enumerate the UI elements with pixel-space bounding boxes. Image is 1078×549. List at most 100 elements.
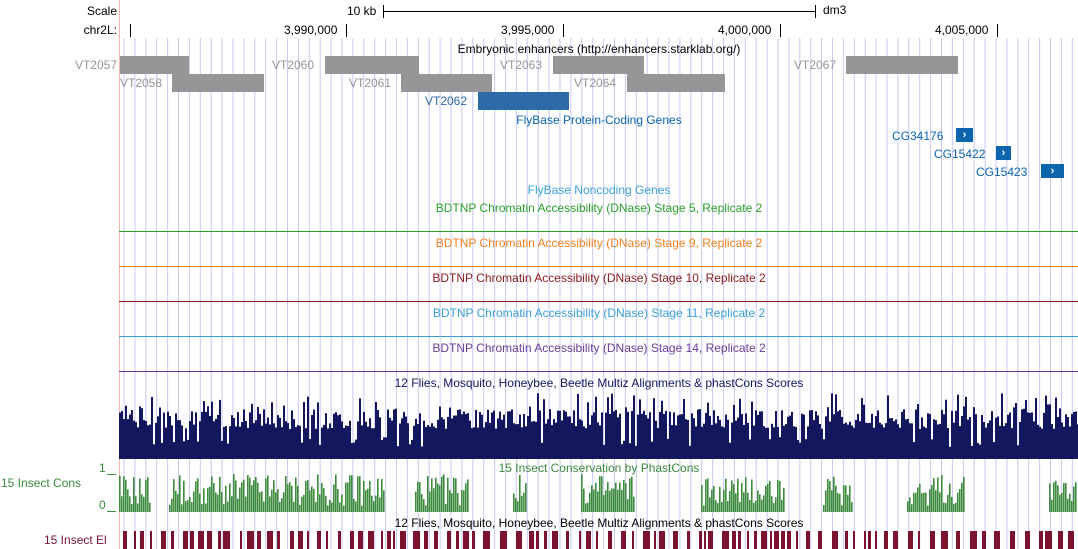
- phastcons-bar: [633, 496, 635, 512]
- phastcons-bar: [959, 489, 961, 512]
- multiz-bar: [945, 399, 947, 459]
- multiz-bar: [441, 417, 443, 459]
- enhancer-label[interactable]: VT2062: [425, 94, 468, 108]
- enhancer-label[interactable]: VT2064: [574, 76, 617, 90]
- gene-strand-arrow-icon[interactable]: ›: [996, 146, 1011, 160]
- enhancer-feature[interactable]: [172, 74, 264, 92]
- multiz-bar: [1021, 409, 1023, 459]
- phastcons-bar: [175, 490, 177, 512]
- gene-label[interactable]: CG15422: [934, 147, 986, 161]
- multiz-bar: [971, 445, 973, 459]
- multiz-bar: [455, 415, 457, 459]
- conserved-element: [632, 531, 634, 549]
- phastcons-bar: [415, 491, 417, 512]
- conserved-element: [781, 531, 785, 549]
- phastcons-bar: [823, 505, 825, 512]
- multiz-bar: [857, 413, 859, 459]
- dnase-track-title[interactable]: BDTNP Chromatin Accessibility (DNase) St…: [435, 201, 763, 215]
- conserved-element: [338, 531, 341, 549]
- phastcons-bar: [945, 503, 947, 512]
- conserved-elements-track[interactable]: [119, 531, 1078, 549]
- phastcons-bar: [583, 488, 585, 512]
- gene-strand-arrow-icon[interactable]: ›: [956, 128, 973, 142]
- phastcons-bar: [299, 505, 301, 512]
- multiz-bar: [713, 410, 715, 459]
- phastcons-bar: [611, 488, 613, 512]
- enhancer-label[interactable]: VT2060: [272, 58, 315, 72]
- phastcons-bar: [719, 486, 721, 512]
- multiz-bar: [969, 417, 971, 459]
- enhancer-label[interactable]: VT2058: [120, 76, 163, 90]
- phastcons-bar: [263, 501, 265, 512]
- phastcons-bar: [223, 504, 225, 512]
- multiz-bar: [801, 413, 803, 459]
- phastcons-bar: [189, 497, 191, 512]
- flybase-noncoding-track-title[interactable]: FlyBase Noncoding Genes: [527, 183, 671, 197]
- enhancer-feature[interactable]: [846, 56, 958, 74]
- dnase-signal-line[interactable]: [119, 371, 1078, 372]
- dnase-signal-line[interactable]: [119, 266, 1078, 267]
- phastcons-bar: [845, 485, 847, 512]
- phastcons-bar: [233, 474, 235, 512]
- phastcons-bar: [437, 483, 439, 512]
- enhancer-label[interactable]: VT2067: [794, 58, 837, 72]
- multiz-bar: [775, 411, 777, 459]
- elements-track-title[interactable]: 12 Flies, Mosquito, Honeybee, Beetle Mul…: [394, 516, 804, 530]
- gene-label[interactable]: CG34176: [892, 129, 944, 143]
- dnase-track-title[interactable]: BDTNP Chromatin Accessibility (DNase) St…: [432, 271, 766, 285]
- conserved-element: [190, 531, 194, 549]
- multiz-bar: [271, 402, 273, 459]
- multiz-bar: [281, 427, 283, 459]
- phastcons-bar: [343, 505, 345, 512]
- enhancer-feature[interactable]: [401, 74, 492, 92]
- flybase-coding-track-title[interactable]: FlyBase Protein-Coding Genes: [516, 113, 682, 127]
- multiz-bar: [995, 417, 997, 459]
- dnase-signal-line[interactable]: [119, 336, 1078, 337]
- dnase-signal-line[interactable]: [119, 231, 1078, 232]
- multiz-bar: [461, 414, 463, 459]
- gene-label[interactable]: CG15423: [976, 165, 1028, 179]
- phastcons-bar: [137, 503, 139, 512]
- phastcons-bar: [605, 490, 607, 512]
- enhancer-feature[interactable]: [627, 74, 725, 92]
- enhancer-label[interactable]: VT2063: [500, 58, 543, 72]
- dnase-track-title[interactable]: BDTNP Chromatin Accessibility (DNase) St…: [432, 341, 766, 355]
- enhancers-track-title[interactable]: Embryonic enhancers (http://enhancers.st…: [457, 42, 741, 56]
- phastcons-bar: [457, 493, 459, 512]
- dnase-track-title[interactable]: BDTNP Chromatin Accessibility (DNase) St…: [432, 306, 766, 320]
- multiz-bar: [335, 412, 337, 459]
- scale-bar-left-tick: [383, 5, 384, 18]
- multiz-bar: [521, 427, 523, 459]
- enhancer-label[interactable]: VT2061: [349, 76, 392, 90]
- multiz-bar: [251, 403, 253, 459]
- enhancer-feature[interactable]: [325, 56, 419, 74]
- phastcons-bar: [229, 483, 231, 512]
- multiz-bar: [889, 418, 891, 459]
- multiz-bar: [789, 415, 791, 459]
- enhancer-feature[interactable]: [120, 56, 189, 74]
- conserved-element: [218, 531, 221, 549]
- multiz-bar: [165, 427, 167, 459]
- elements-side-label[interactable]: 15 Insect El: [44, 533, 107, 547]
- phastcons-bar: [179, 475, 181, 512]
- multiz-track-title[interactable]: 12 Flies, Mosquito, Honeybee, Beetle Mul…: [394, 376, 804, 390]
- multiz-bar: [663, 413, 665, 459]
- multiz-bar: [619, 413, 621, 459]
- dnase-signal-line[interactable]: [119, 301, 1078, 302]
- multiz-bar: [693, 418, 695, 459]
- multiz-bar: [561, 420, 563, 459]
- multiz-bar: [517, 424, 519, 459]
- phastcons-conservation-graph[interactable]: [119, 474, 1078, 512]
- multiz-bar: [393, 409, 395, 459]
- enhancer-label[interactable]: VT2057: [74, 58, 117, 72]
- gene-strand-arrow-icon[interactable]: ›: [1041, 164, 1064, 178]
- enhancer-feature[interactable]: [553, 56, 644, 74]
- multiz-conservation-graph[interactable]: [119, 393, 1078, 459]
- conserved-element: [704, 531, 706, 549]
- phastcons-bar: [201, 504, 203, 512]
- phastcons-track-title[interactable]: 15 Insect Conservation by PhastCons: [498, 461, 700, 475]
- enhancer-feature-selected[interactable]: [478, 92, 569, 110]
- dnase-track-title[interactable]: BDTNP Chromatin Accessibility (DNase) St…: [435, 236, 763, 250]
- phastcons-side-label[interactable]: 15 Insect Cons: [1, 476, 82, 490]
